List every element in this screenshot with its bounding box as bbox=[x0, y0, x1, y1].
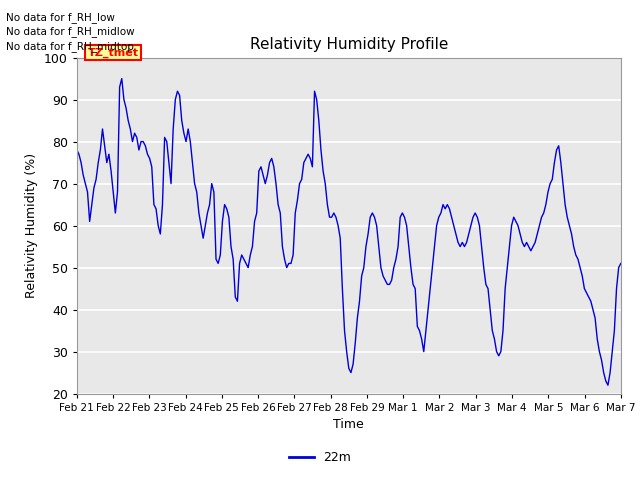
Text: No data for f_RH_low: No data for f_RH_low bbox=[6, 12, 115, 23]
Text: TZ_tmet: TZ_tmet bbox=[88, 48, 139, 58]
Y-axis label: Relativity Humidity (%): Relativity Humidity (%) bbox=[26, 153, 38, 298]
Text: No data for f_RH_midlow: No data for f_RH_midlow bbox=[6, 26, 135, 37]
Title: Relativity Humidity Profile: Relativity Humidity Profile bbox=[250, 37, 448, 52]
Legend: 22m: 22m bbox=[284, 446, 356, 469]
X-axis label: Time: Time bbox=[333, 418, 364, 431]
Text: No data for f_RH_midtop: No data for f_RH_midtop bbox=[6, 41, 134, 52]
